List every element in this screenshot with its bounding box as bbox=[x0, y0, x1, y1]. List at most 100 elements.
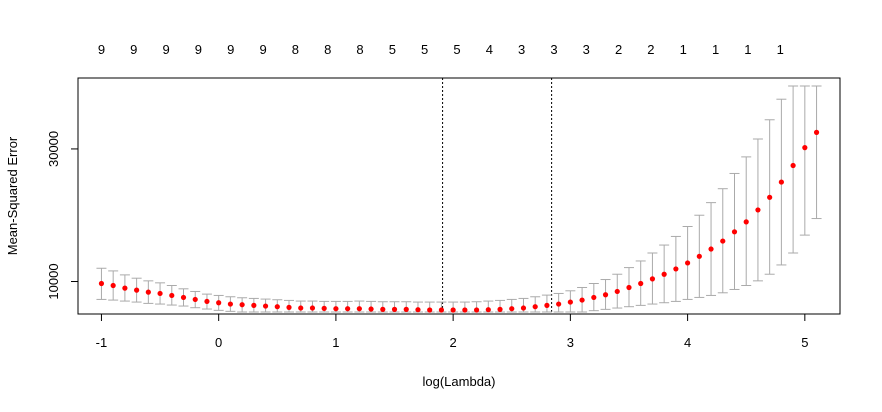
top-axis-label: 1 bbox=[744, 42, 751, 57]
x-tick-label: 4 bbox=[684, 335, 691, 350]
x-tick-label: 1 bbox=[332, 335, 339, 350]
top-axis-label: 9 bbox=[98, 42, 105, 57]
data-point bbox=[532, 304, 538, 310]
top-axis-label: 8 bbox=[292, 42, 299, 57]
data-point bbox=[98, 280, 105, 287]
data-point bbox=[520, 305, 527, 311]
data-point bbox=[544, 302, 550, 308]
data-point bbox=[614, 288, 620, 295]
top-axis-label: 8 bbox=[324, 42, 331, 57]
top-axis-label: 3 bbox=[583, 42, 590, 57]
x-tick-label: 5 bbox=[801, 335, 808, 350]
data-point bbox=[685, 260, 691, 266]
data-point bbox=[298, 305, 304, 311]
x-tick-label: 0 bbox=[215, 335, 222, 350]
data-point bbox=[427, 307, 433, 313]
data-point bbox=[720, 238, 726, 244]
top-axis-label: 3 bbox=[518, 42, 525, 57]
top-axis-label: 5 bbox=[453, 42, 460, 57]
data-point bbox=[450, 307, 456, 313]
data-point bbox=[345, 306, 351, 312]
data-point bbox=[134, 287, 140, 293]
data-point bbox=[403, 306, 409, 312]
data-point bbox=[274, 304, 280, 310]
data-point bbox=[309, 305, 316, 311]
top-axis-label: 9 bbox=[195, 42, 202, 57]
x-tick-label: 2 bbox=[450, 335, 457, 350]
data-point bbox=[661, 271, 667, 277]
top-axis: 9 9 9 9 9 9 8 8 8 5 5 5 4 3 3 3 2 2 1 1 1 1 bbox=[98, 42, 784, 57]
data-point bbox=[227, 301, 233, 307]
data-point bbox=[473, 307, 480, 313]
data-point bbox=[110, 282, 116, 289]
top-axis-label: 1 bbox=[777, 42, 784, 57]
data-point bbox=[602, 292, 609, 298]
top-axis-label: 2 bbox=[615, 42, 622, 57]
data-point bbox=[767, 194, 773, 200]
data-points bbox=[98, 129, 820, 313]
x-tick-label: 3 bbox=[567, 335, 574, 350]
data-point bbox=[391, 306, 398, 312]
data-point bbox=[708, 246, 714, 252]
data-point bbox=[239, 302, 245, 308]
data-point bbox=[497, 306, 503, 312]
top-axis-label: 9 bbox=[259, 42, 266, 57]
data-point bbox=[743, 219, 749, 225]
data-point bbox=[509, 306, 515, 312]
data-point bbox=[778, 179, 784, 185]
top-axis-label: 9 bbox=[130, 42, 137, 57]
data-point bbox=[438, 307, 445, 313]
y-axis-title: Mean-Squared Error bbox=[5, 136, 20, 255]
data-point bbox=[204, 298, 210, 305]
data-point bbox=[356, 306, 362, 312]
top-axis-label: 1 bbox=[680, 42, 687, 57]
reference-lines bbox=[442, 78, 553, 314]
data-point bbox=[673, 266, 679, 272]
y-axis: 10000 30000 bbox=[46, 131, 79, 300]
data-point bbox=[321, 305, 327, 311]
data-point bbox=[462, 307, 468, 313]
data-point bbox=[579, 297, 585, 303]
data-point bbox=[192, 296, 198, 303]
top-axis-label: 8 bbox=[356, 42, 363, 57]
top-axis-label: 3 bbox=[550, 42, 557, 57]
error-bars bbox=[96, 85, 822, 313]
data-point bbox=[802, 145, 808, 151]
top-axis-label: 9 bbox=[162, 42, 169, 57]
data-point bbox=[556, 301, 562, 307]
top-axis-label: 4 bbox=[486, 42, 493, 57]
data-point bbox=[696, 253, 702, 259]
x-axis: -1 0 1 2 3 4 5 bbox=[96, 313, 808, 350]
top-axis-label: 5 bbox=[421, 42, 428, 57]
top-axis-label: 9 bbox=[227, 42, 234, 57]
data-point bbox=[790, 162, 796, 169]
data-point bbox=[755, 207, 761, 213]
data-point bbox=[180, 294, 187, 301]
data-point bbox=[157, 290, 163, 297]
data-point bbox=[251, 302, 257, 308]
data-point bbox=[380, 306, 386, 312]
data-point bbox=[286, 304, 292, 310]
data-point bbox=[731, 229, 738, 235]
top-axis-label: 2 bbox=[647, 42, 654, 57]
top-axis-label: 1 bbox=[712, 42, 719, 57]
x-tick-label: -1 bbox=[96, 335, 108, 350]
data-point bbox=[262, 303, 269, 309]
y-tick-label: 10000 bbox=[46, 263, 61, 299]
data-point bbox=[333, 306, 339, 312]
data-point bbox=[122, 285, 128, 291]
data-point bbox=[485, 307, 491, 313]
data-point bbox=[415, 307, 421, 313]
data-point bbox=[638, 280, 644, 287]
top-axis-label: 5 bbox=[389, 42, 396, 57]
data-point bbox=[368, 306, 374, 312]
data-point bbox=[145, 289, 151, 295]
data-point bbox=[626, 284, 632, 291]
data-point bbox=[567, 299, 573, 305]
data-point bbox=[591, 294, 597, 301]
y-tick-label: 30000 bbox=[46, 131, 61, 167]
x-axis-title: log(Lambda) bbox=[423, 374, 496, 389]
data-point bbox=[216, 300, 222, 306]
data-point bbox=[649, 276, 656, 282]
